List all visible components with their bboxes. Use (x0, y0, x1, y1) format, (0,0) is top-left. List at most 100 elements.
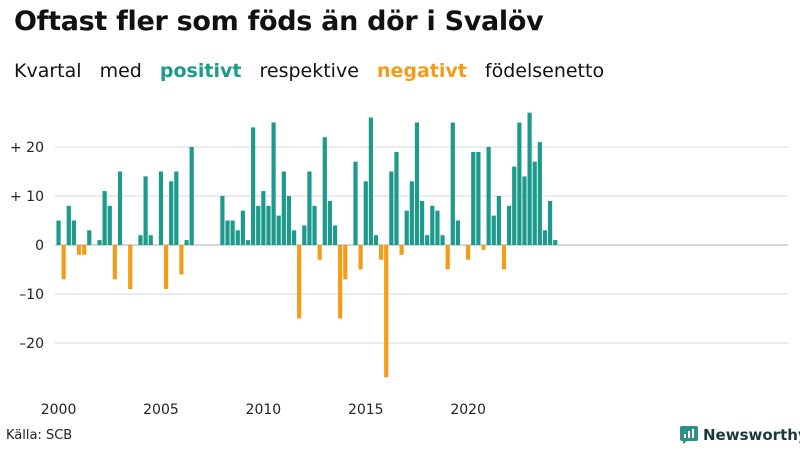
bar-q24 (174, 171, 179, 245)
bar-q19 (148, 235, 153, 245)
bar-q78 (450, 122, 455, 245)
chart-subtitle: Kvartal med positivt respektive negativt… (14, 60, 616, 82)
bar-q48 (297, 245, 302, 319)
subtitle-word-respektive: respektive (259, 60, 359, 82)
bar-q42 (266, 205, 271, 245)
bar-q98 (553, 240, 558, 245)
bar-q69 (404, 210, 409, 245)
bar-q11 (107, 205, 112, 245)
y-tick-label: + 10 (10, 189, 44, 205)
y-tick-label: 0 (35, 238, 44, 254)
bar-q90 (512, 166, 517, 245)
bar-q66 (389, 171, 394, 245)
bar-q74 (430, 205, 435, 245)
bar-q84 (481, 245, 486, 250)
bar-q57 (343, 245, 348, 280)
bar-q65 (384, 245, 389, 378)
bar-q3 (66, 205, 71, 245)
bar-q22 (163, 245, 169, 290)
bar-q46 (286, 196, 292, 245)
bar-q55 (332, 225, 338, 245)
bar-q92 (522, 176, 527, 245)
subtitle-negative-label: negativt (376, 60, 467, 82)
bar-q5 (76, 245, 82, 255)
bar-q93 (527, 112, 532, 245)
bar-q41 (261, 191, 266, 245)
x-tick-label-2000: 2000 (41, 402, 77, 418)
bar-q44 (276, 215, 281, 245)
brand-name: Newsworthy (703, 426, 800, 444)
bar-q96 (542, 230, 548, 245)
bar-q64 (379, 245, 384, 260)
x-tick-label-2005: 2005 (143, 402, 179, 418)
subtitle-word-kvartal: Kvartal (14, 60, 82, 82)
bar-q27 (189, 147, 194, 245)
bar-q25 (179, 245, 184, 275)
bar-q95 (537, 142, 542, 245)
y-tick-label: + 20 (10, 140, 44, 156)
bar-q86 (491, 215, 496, 245)
x-tick-label-2020: 2020 (450, 402, 486, 418)
bar-q10 (102, 191, 107, 245)
bar-q94 (532, 161, 537, 245)
bar-q70 (409, 181, 414, 245)
bar-q91 (517, 122, 522, 245)
bar-q51 (312, 205, 317, 245)
bar-q4 (71, 220, 77, 245)
bar-q18 (143, 176, 148, 245)
bar-q35 (230, 220, 235, 245)
newsworthy-logo-icon (680, 426, 698, 444)
bar-q1 (56, 220, 61, 245)
bar-q56 (338, 245, 343, 319)
y-tick-label: –10 (19, 287, 44, 303)
bar-q68 (399, 245, 404, 255)
bar-q59 (353, 161, 358, 245)
bar-q89 (507, 205, 512, 245)
bar-q79 (455, 220, 461, 245)
bar-q38 (245, 240, 251, 245)
bar-q40 (256, 205, 261, 245)
chart-title: Oftast fler som föds än dör i Svalöv (14, 6, 544, 37)
bar-q63 (373, 235, 379, 245)
bar-q43 (271, 122, 276, 245)
bar-q88 (501, 245, 507, 270)
bar-q50 (307, 171, 312, 245)
subtitle-positive-label: positivt (159, 60, 242, 82)
bar-q72 (419, 200, 425, 245)
bar-q97 (547, 200, 553, 245)
bar-q6 (82, 245, 87, 255)
bar-q85 (486, 147, 491, 245)
bar-q21 (158, 171, 164, 245)
bar-q75 (435, 210, 440, 245)
brand-logo[interactable]: Newsworthy (680, 426, 800, 444)
bar-q7 (87, 230, 92, 245)
bar-q53 (322, 137, 327, 245)
bar-q83 (476, 151, 481, 245)
y-tick-label: –20 (19, 336, 44, 352)
bar-q54 (327, 200, 333, 245)
bar-q87 (496, 196, 501, 245)
bar-q61 (363, 181, 368, 245)
bar-q71 (414, 122, 420, 245)
bar-q2 (61, 245, 66, 280)
bar-q33 (220, 196, 225, 245)
bar-q36 (235, 230, 240, 245)
bar-q52 (317, 245, 322, 260)
x-tick-labels: 2000 2005 2010 2015 2020 (41, 402, 486, 418)
bar-q60 (358, 245, 363, 270)
bar-q12 (112, 245, 117, 280)
bar-q45 (281, 171, 286, 245)
bar-q76 (440, 235, 445, 245)
bar-q26 (184, 240, 189, 245)
bar-q37 (240, 210, 245, 245)
bar-q49 (302, 225, 307, 245)
x-tick-label-2010: 2010 (246, 402, 282, 418)
bar-q34 (225, 220, 230, 245)
subtitle-word-fodelsenetto: födelsenetto (484, 60, 605, 82)
bar-q39 (251, 127, 256, 245)
bar-q73 (425, 235, 430, 245)
bar-q13 (117, 171, 123, 245)
bar-q47 (291, 230, 297, 245)
bar-q23 (169, 181, 174, 245)
